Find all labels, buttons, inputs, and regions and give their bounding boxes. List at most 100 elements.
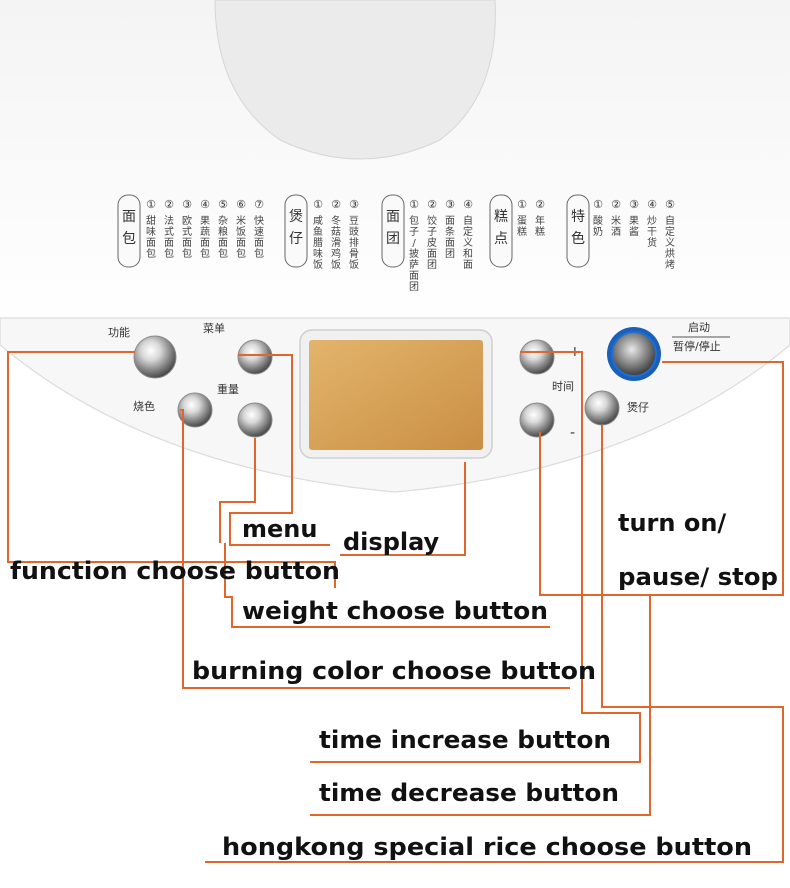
menu-item-label: 自 bbox=[463, 214, 473, 227]
menu-group-title: 糕 bbox=[494, 209, 508, 225]
menu-item-number: ② bbox=[164, 198, 174, 211]
menu-item-label: 面 bbox=[463, 260, 473, 271]
menu-item-number: ② bbox=[535, 198, 545, 211]
menu-item-label: 咸 bbox=[313, 215, 323, 227]
menu-item-label: 鱼 bbox=[313, 225, 323, 238]
weight-button[interactable] bbox=[237, 402, 273, 438]
menu-item-label: 饭 bbox=[349, 259, 359, 271]
menu-item-number: ① bbox=[593, 198, 603, 211]
menu-label: 菜单 bbox=[203, 322, 225, 335]
menu-item-label: 和 bbox=[463, 248, 473, 260]
burning-leader bbox=[180, 409, 570, 689]
menu-item-label: 米 bbox=[236, 214, 246, 227]
menu-item-number: ① bbox=[313, 198, 323, 211]
time-minus-button[interactable] bbox=[519, 402, 555, 438]
menu-group-title: 特 bbox=[571, 209, 585, 225]
menu-item-label: 披 bbox=[409, 247, 419, 260]
menu-item-label: 团 bbox=[427, 259, 437, 271]
start-button[interactable] bbox=[611, 331, 657, 377]
menu-item-number: ③ bbox=[349, 198, 359, 211]
display-annotation: display bbox=[343, 528, 440, 556]
menu-group-title: 色 bbox=[571, 230, 585, 247]
menu-group-title: 仔 bbox=[289, 231, 303, 247]
pause-stop-label: 暂停/停止 bbox=[673, 339, 721, 353]
color-label: 烧色 bbox=[133, 399, 155, 413]
start-label: 启动 bbox=[688, 321, 710, 334]
menu-item-number: ③ bbox=[182, 198, 192, 211]
menu-item-number: ④ bbox=[463, 198, 473, 211]
menu-group-title: 点 bbox=[494, 231, 508, 247]
menu-legend: 面包①甜味面包②法式面包③欧式面包④果蔬面包⑤杂粮面包⑥米饭面包⑦快速面包煲仔①… bbox=[117, 194, 675, 293]
burning-annotation: burning color choose button bbox=[192, 657, 596, 685]
menu-group-title: 团 bbox=[386, 231, 400, 247]
menu-item-label: 式 bbox=[182, 225, 192, 238]
menu-item-label: 酸 bbox=[593, 214, 603, 227]
menu-item-label: 甜 bbox=[146, 214, 156, 227]
menu-item-label: 定 bbox=[463, 225, 473, 238]
menu-group-title: 包 bbox=[122, 231, 136, 247]
hongkong-leader bbox=[205, 425, 784, 863]
menu-item-label: 面 bbox=[409, 271, 419, 282]
menu-item-label: 包 bbox=[218, 247, 228, 260]
menu-item-label: 干 bbox=[647, 227, 657, 238]
menu-item-label: 味 bbox=[313, 248, 323, 260]
menu-item-label: 饺 bbox=[427, 214, 437, 227]
menu-group-frame bbox=[489, 194, 513, 268]
menu-item-number: ⑥ bbox=[236, 198, 246, 211]
color-button[interactable] bbox=[177, 392, 213, 428]
menu-item-label: 面 bbox=[427, 249, 437, 260]
menu-group-frame bbox=[566, 194, 590, 268]
menu-item-number: ② bbox=[611, 198, 621, 211]
menu-button[interactable] bbox=[237, 339, 273, 375]
menu-group-frame bbox=[284, 194, 308, 268]
menu-item-label: 自 bbox=[665, 214, 675, 227]
menu-item-label: 萨 bbox=[409, 259, 419, 271]
leader-lines bbox=[7, 351, 784, 863]
function-button[interactable] bbox=[133, 335, 177, 379]
time-plus-button[interactable] bbox=[519, 339, 555, 375]
menu-item-label: 面 bbox=[445, 216, 455, 227]
weight-leader bbox=[224, 543, 550, 628]
menu-item-label: 炒 bbox=[647, 215, 657, 227]
menu-item-label: 欧 bbox=[182, 215, 192, 227]
menu-item-label: 义 bbox=[665, 237, 675, 249]
menu-item-number: ④ bbox=[647, 198, 657, 211]
menu-item-label: 菇 bbox=[331, 225, 341, 238]
menu-item-label: 糕 bbox=[535, 225, 545, 238]
menu-item-label: 奶 bbox=[593, 226, 603, 238]
menu-item-label: 腊 bbox=[313, 237, 323, 249]
menu-item-label: 蔬 bbox=[200, 226, 210, 238]
hongkong-annotation: hongkong special rice choose button bbox=[222, 833, 752, 861]
menu-leader bbox=[229, 354, 330, 546]
menu-item-label: 年 bbox=[535, 214, 545, 227]
menu-item-label: 果 bbox=[200, 215, 210, 227]
claypot-button[interactable] bbox=[584, 390, 620, 426]
time-label: 时间 bbox=[552, 380, 574, 393]
menu-item-label: 法 bbox=[164, 214, 174, 227]
menu-item-label: 豉 bbox=[349, 226, 359, 238]
menu-item-label: 包 bbox=[236, 247, 246, 260]
weight-label: 重量 bbox=[217, 382, 239, 396]
time-decrease-annotation: time decrease button bbox=[319, 779, 619, 807]
menu-item-label: 子 bbox=[427, 226, 437, 238]
start-leader bbox=[612, 361, 784, 596]
lid-dome bbox=[214, 0, 496, 160]
menu-item-label: 果 bbox=[629, 215, 639, 227]
minus-label: - bbox=[570, 425, 575, 441]
menu-item-number: ⑤ bbox=[218, 198, 228, 211]
menu-item-number: ④ bbox=[200, 198, 210, 211]
menu-item-label: 包 bbox=[164, 247, 174, 260]
menu-item-label: 团 bbox=[445, 248, 455, 260]
display-leader bbox=[340, 462, 466, 556]
menu-item-label: 定 bbox=[665, 225, 675, 238]
time-increase-leader bbox=[310, 351, 641, 763]
menu-item-label: 烤 bbox=[665, 258, 675, 271]
menu-item-label: 面 bbox=[254, 238, 264, 249]
menu-item-label: 子 bbox=[409, 226, 419, 238]
menu-item-label: 鸡 bbox=[331, 247, 341, 260]
menu-item-label: 酒 bbox=[611, 226, 621, 238]
menu-item-label: 面 bbox=[200, 238, 210, 249]
menu-item-label: 饭 bbox=[313, 259, 323, 271]
weight-leader-top bbox=[219, 438, 256, 543]
menu-item-label: 饭 bbox=[236, 226, 246, 238]
